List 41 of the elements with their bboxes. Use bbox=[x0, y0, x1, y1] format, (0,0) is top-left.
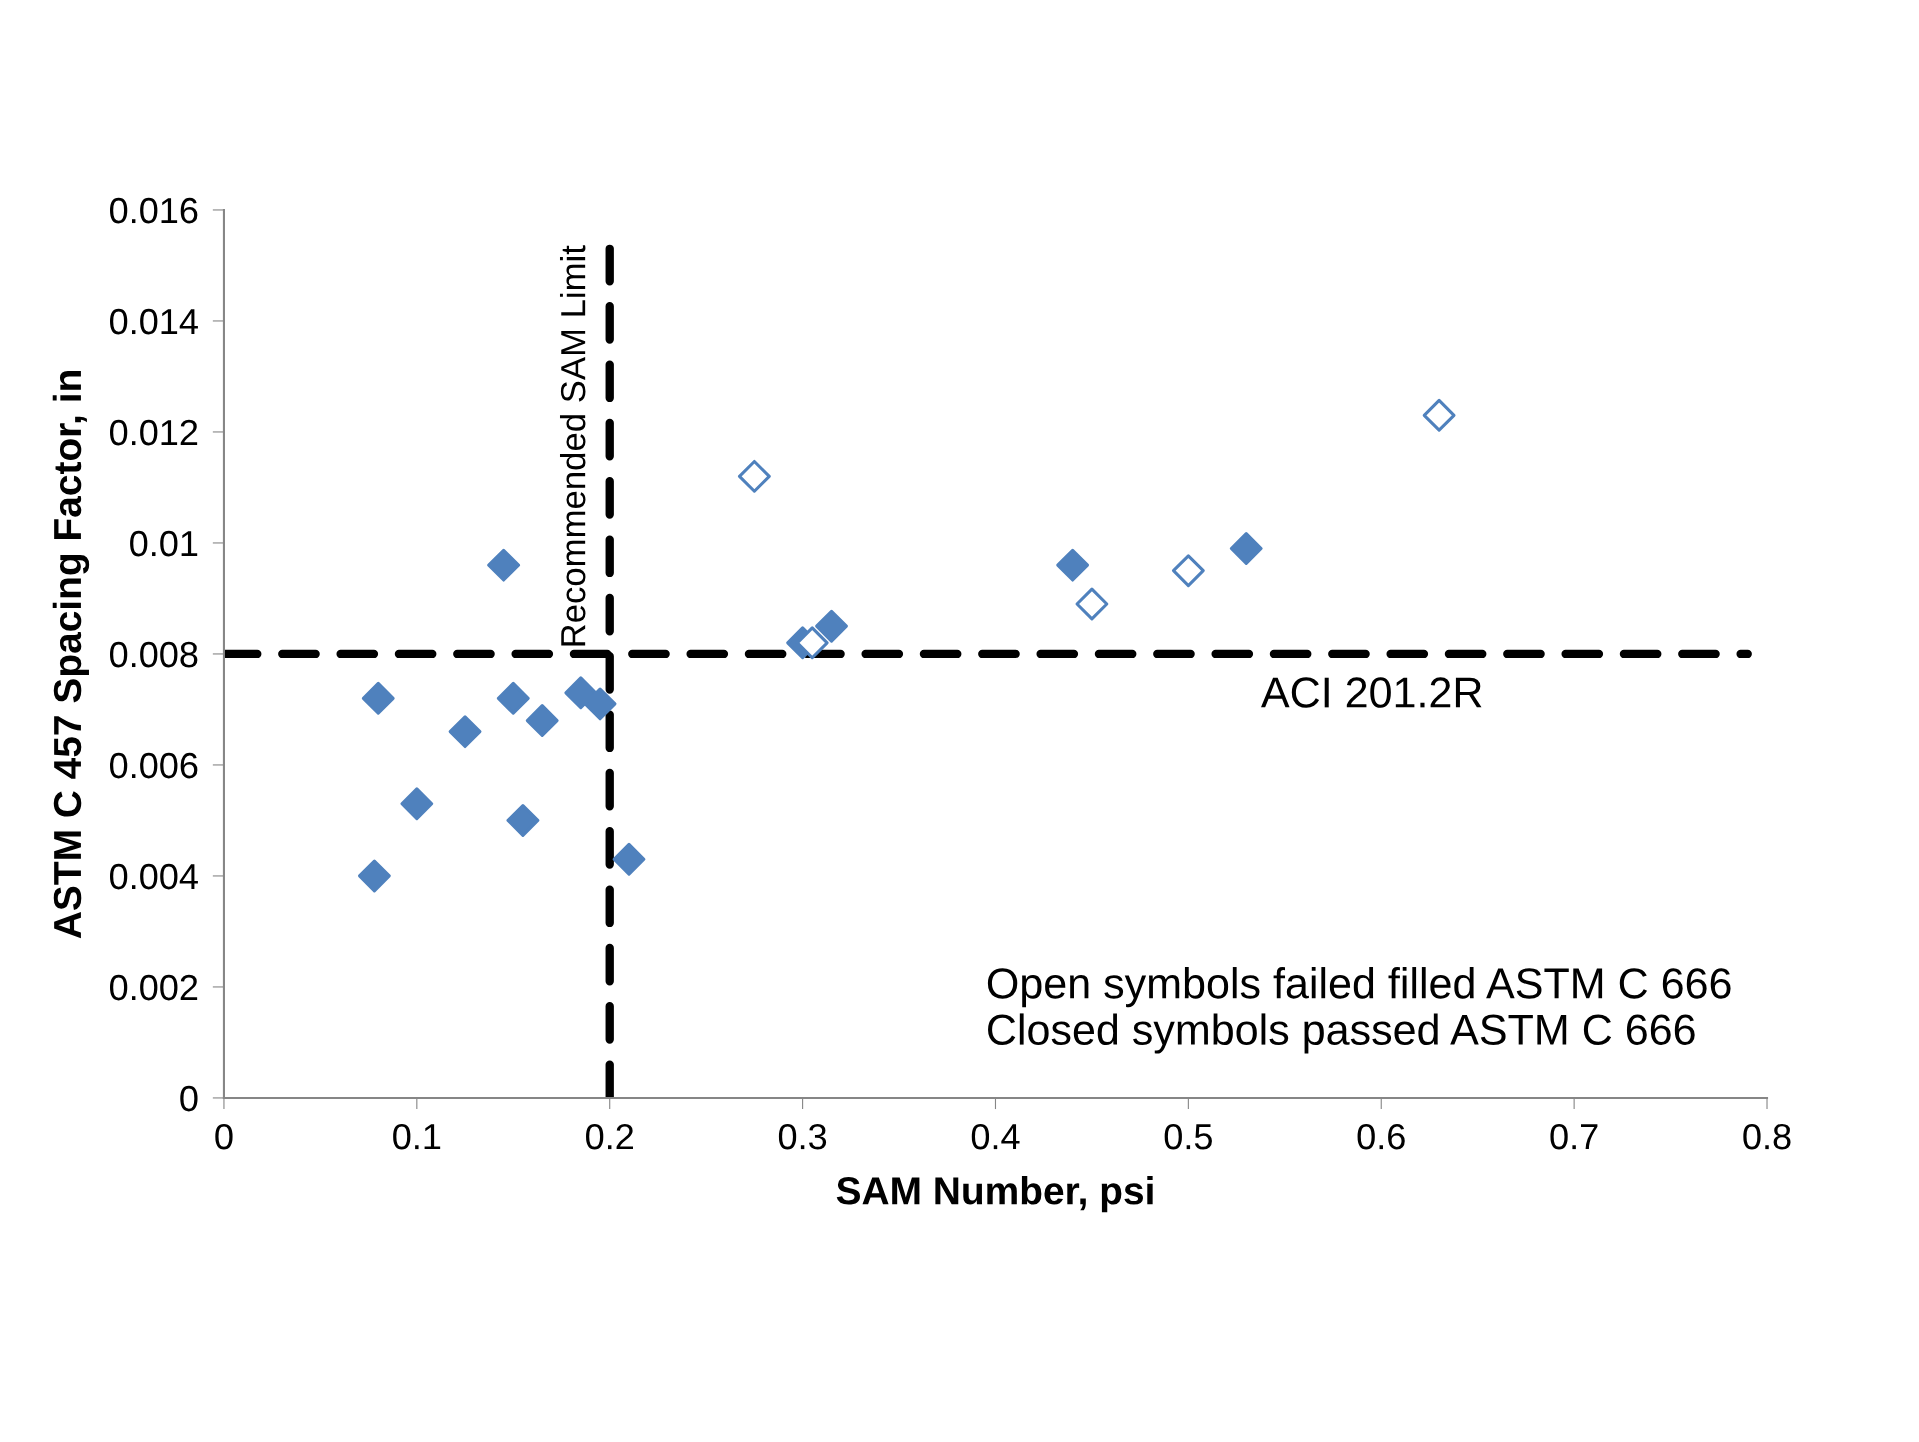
point bbox=[737, 459, 771, 493]
point bbox=[496, 681, 530, 715]
point bbox=[448, 715, 482, 749]
point bbox=[1075, 587, 1109, 621]
x-tick-label: 0.8 bbox=[1743, 1123, 1791, 1150]
x-tick-label: 0.5 bbox=[1164, 1123, 1212, 1150]
y-tick-label: 0.008 bbox=[110, 641, 198, 668]
x-axis-title: SAM Number, psi bbox=[836, 1176, 1153, 1213]
point bbox=[1056, 548, 1090, 582]
y-tick-label: 0.012 bbox=[110, 419, 198, 446]
y-tick-label: 0 bbox=[180, 1085, 198, 1112]
point bbox=[612, 842, 646, 876]
x-tick-label: 0.1 bbox=[393, 1123, 441, 1150]
point bbox=[400, 787, 434, 821]
y-tick-label: 0.004 bbox=[110, 863, 198, 890]
point bbox=[583, 687, 617, 721]
point bbox=[506, 804, 540, 837]
y-tick-label: 0.002 bbox=[110, 974, 198, 1001]
ref-line-label: Recommended SAM Limit bbox=[559, 245, 586, 646]
point bbox=[525, 704, 559, 737]
ref-line-label: ACI 201.2R bbox=[1261, 677, 1482, 708]
y-tick-label: 0.014 bbox=[110, 308, 198, 335]
point bbox=[1171, 554, 1205, 588]
y-axis-title: ASTM C 457 Spacing Factor, in bbox=[52, 371, 90, 939]
x-tick-label: 0.3 bbox=[778, 1123, 827, 1150]
point bbox=[564, 676, 598, 710]
x-tick-label: 0 bbox=[215, 1123, 233, 1150]
x-tick-label: 0.4 bbox=[971, 1123, 1020, 1150]
point bbox=[361, 681, 395, 715]
point bbox=[357, 859, 391, 893]
x-tick-label: 0.2 bbox=[586, 1123, 633, 1150]
x-tick-label: 0.6 bbox=[1357, 1123, 1405, 1150]
y-tick-label: 0.016 bbox=[110, 197, 198, 224]
y-tick-label: 0.006 bbox=[110, 752, 198, 779]
x-tick-label: 0.7 bbox=[1550, 1123, 1598, 1150]
point bbox=[815, 609, 848, 643]
y-tick-label: 0.01 bbox=[130, 530, 198, 557]
point bbox=[1229, 532, 1263, 565]
point bbox=[1422, 398, 1456, 432]
point bbox=[487, 548, 521, 582]
annotation: Open symbols failed filled ASTM C 666 Closed symbols passed ASTM C 666 bbox=[987, 967, 1731, 1054]
